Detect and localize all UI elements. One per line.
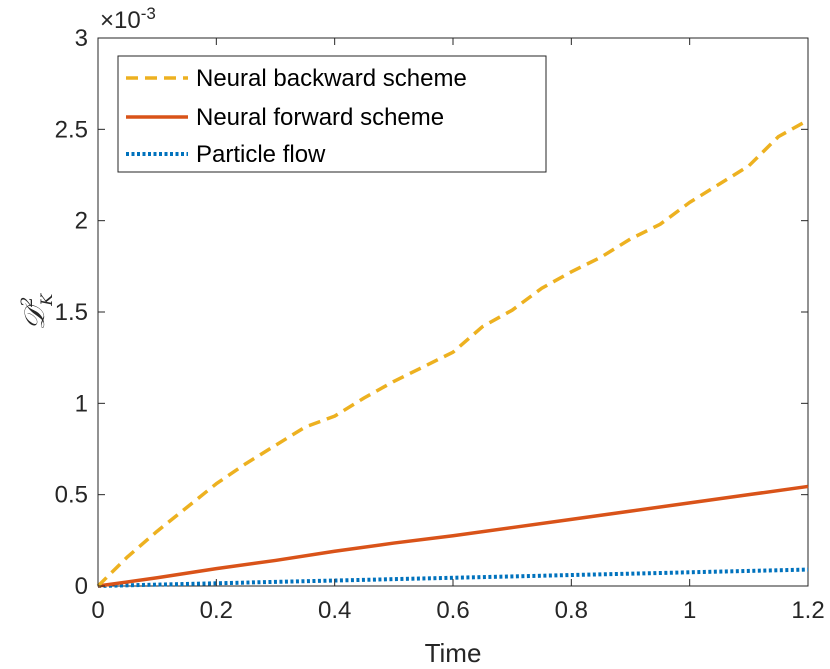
y-tick-label: 2 <box>75 208 88 235</box>
y-axis-label-sub: K <box>37 293 56 307</box>
y-axis-label-sup: 2 <box>17 297 36 308</box>
legend-label: Particle flow <box>196 141 326 168</box>
svg-text:×10-3: ×10-3 <box>100 4 156 34</box>
y-axis-label: 𝒟2K <box>17 293 56 331</box>
y-tick-label: 1.5 <box>55 299 88 326</box>
x-tick-label: 0.6 <box>436 597 469 624</box>
y-tick-label: 0.5 <box>55 482 88 509</box>
x-tick-label: 1 <box>683 597 696 624</box>
x-tick-label: 0.4 <box>318 597 351 624</box>
legend: Neural backward scheme Neural forward sch… <box>117 55 547 173</box>
x-axis-label: Time <box>425 638 482 668</box>
svg-text:𝒟2K: 𝒟2K <box>17 293 56 331</box>
y-exponent-power: -3 <box>141 4 156 23</box>
y-tick-label: 2.5 <box>55 116 88 143</box>
x-tick-label: 0.8 <box>555 597 588 624</box>
series-line-neural-backward-scheme <box>96 118 809 588</box>
x-tick-label: 1.2 <box>791 597 824 624</box>
legend-label: Neural forward scheme <box>196 104 444 131</box>
y-exponent-label: ×10-3 <box>100 4 156 34</box>
x-tick-label: 0 <box>91 597 104 624</box>
ticks-layer: 0 0.2 0.4 0.6 0.8 1 1.2 0 0.5 1 1.5 2 2.5 3 <box>55 25 825 624</box>
y-tick-label: 1 <box>75 390 88 417</box>
y-tick-label: 3 <box>75 25 88 52</box>
y-exponent-base: ×10 <box>100 7 141 34</box>
legend-label: Neural backward scheme <box>196 65 467 92</box>
legend-box <box>117 55 547 173</box>
y-tick-label: 0 <box>75 573 88 600</box>
series-line-neural-forward-scheme <box>97 484 809 588</box>
x-tick-label: 0.2 <box>200 597 233 624</box>
